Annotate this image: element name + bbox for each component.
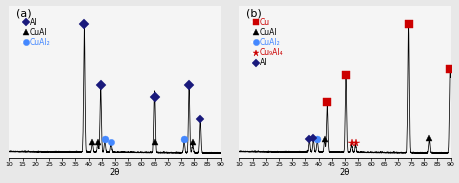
Legend: Al, CuAl, CuAl₂: Al, CuAl, CuAl₂ [22,17,51,48]
X-axis label: 2θ: 2θ [110,168,120,178]
X-axis label: 2θ: 2θ [339,168,349,178]
Legend: Cu, CuAl, CuAl₂, Cu₉Al₄, Al: Cu, CuAl, CuAl₂, Cu₉Al₄, Al [251,17,284,68]
Text: (b): (b) [245,9,261,19]
Text: (a): (a) [16,9,31,19]
